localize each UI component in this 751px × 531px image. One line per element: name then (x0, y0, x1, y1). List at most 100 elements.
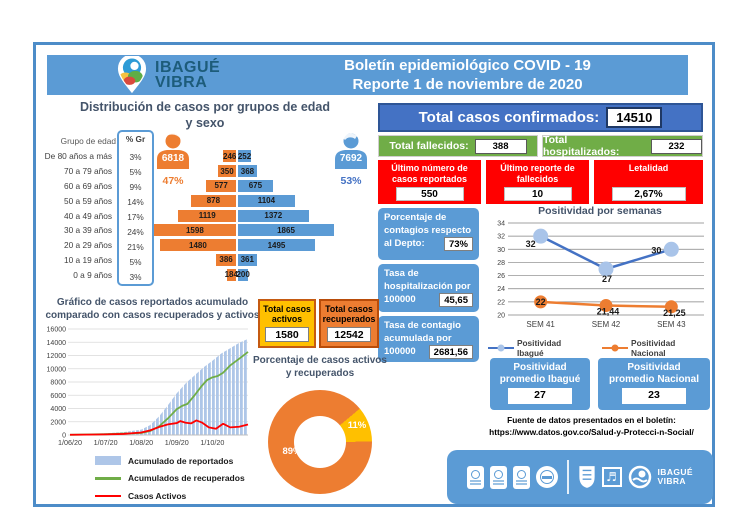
svg-text:14000: 14000 (47, 340, 67, 347)
female-bar: 184 (224, 268, 238, 281)
hospitalization-rate-value: 45,65 (439, 293, 473, 307)
male-total-block: 7692 53% (328, 133, 374, 187)
age-group-percent: 3% (129, 271, 142, 282)
pyramid-row: 40 a 49 años 1119 1372 (38, 208, 350, 223)
legend-swatch (95, 494, 121, 497)
avg-positivity-nacional-value: 23 (622, 388, 686, 404)
last-deaths-report-line1: Último reporte de (500, 163, 575, 173)
female-bar: 577 (206, 179, 236, 192)
data-source: Fuente de datos presentados en el boletí… (468, 415, 715, 438)
bulletin-title-line1: Boletín epidemiológico COVID - 19 (344, 57, 591, 74)
svg-text:0: 0 (62, 433, 66, 440)
age-group-percent: 5% (129, 166, 142, 177)
legend-label: Acumulado de reportados (128, 455, 234, 466)
pyramid-row: 0 a 9 años 184 200 (38, 267, 350, 282)
svg-text:SEM 43: SEM 43 (657, 320, 686, 329)
svg-text:1/07/20: 1/07/20 (94, 438, 118, 447)
svg-text:8000: 8000 (50, 380, 66, 387)
contagion-rate-box: Tasa de contagio acumulada por 100000 26… (378, 316, 479, 362)
female-bar: 350 (217, 165, 236, 178)
age-column-header: Grupo de edad (60, 136, 116, 146)
data-point-marker (663, 241, 679, 257)
alcaldia-crest-icon (578, 466, 595, 488)
age-group-label: 10 a 19 años (64, 254, 112, 265)
svg-text:32: 32 (497, 234, 505, 241)
age-group-label: 0 a 9 años (73, 269, 112, 280)
female-total-block: 6818 47% (150, 132, 196, 187)
male-bar: 368 (238, 165, 257, 178)
ibague-pin-icon (117, 56, 147, 94)
female-bar: 1598 (153, 224, 236, 237)
age-group-label: 30 a 39 años (64, 225, 112, 236)
data-point-label: 30 (651, 245, 661, 255)
bulletin-title-line2: Reporte 1 de noviembre de 2020 (352, 76, 583, 93)
avg-positivity-ibague-line1: Positividad (513, 362, 567, 373)
data-source-label: Fuente de datos presentados en el boletí… (507, 415, 676, 425)
legend-item: Positividad Nacional (602, 338, 712, 358)
footer-logo-line1: IBAGUÉ (657, 467, 693, 477)
last-reported-cases-box: Último número de casos reportados 550 (378, 160, 481, 204)
pyramid-row: De 80 años a más 246 252 (38, 149, 350, 164)
male-bar: 1104 (238, 194, 295, 207)
male-bar: 1372 (238, 209, 309, 222)
legend-label: Positividad Nacional (631, 338, 676, 358)
total-hospitalized-label: Total hospitalizados: (543, 134, 620, 158)
svg-text:10000: 10000 (47, 366, 67, 373)
total-recovered-line2: recuperados (322, 314, 376, 324)
svg-text:1/10/20: 1/10/20 (200, 438, 224, 447)
dept-percentage-box: Porcentaje de contagios respecto al Dept… (378, 208, 479, 260)
lethality-box: Letalidad 2,67% (594, 160, 703, 204)
svg-text:28: 28 (497, 260, 505, 267)
dept-percentage-value: 73% (443, 237, 473, 251)
lethality-label: Letalidad (628, 163, 669, 173)
logo-divider (567, 460, 569, 494)
accumulated-chart: Gráfico de casos reportados acumulado co… (40, 296, 265, 501)
female-bar: 878 (190, 194, 236, 207)
last-deaths-report-box: Último reporte de fallecidos 10 (486, 160, 589, 204)
contagion-rate-value: 2681,56 (428, 345, 473, 359)
total-active-value: 1580 (265, 327, 309, 342)
data-point-marker (599, 299, 613, 313)
avg-positivity-nacional-line1: Positividad (627, 362, 681, 373)
total-confirmed-label: Total casos confirmados: (418, 109, 600, 126)
last-reported-cases-value: 550 (395, 187, 464, 201)
svg-text:1/06/20: 1/06/20 (58, 438, 82, 447)
male-total: 7692 (339, 153, 363, 164)
age-group-percent: 14% (127, 196, 144, 207)
footer-pin-icon (628, 465, 651, 489)
legend-swatch (95, 477, 121, 480)
footer-logo-wordmark: IBAGUÉ VIBRA (658, 468, 693, 486)
age-group-label: 50 a 59 años (64, 195, 112, 206)
data-point-label: 21,44 (597, 307, 620, 317)
svg-text:12000: 12000 (47, 353, 67, 360)
active-line (69, 419, 249, 436)
donut-title-line1: Porcentaje de casos activos (253, 355, 387, 366)
total-deaths-value: 388 (474, 138, 527, 154)
positivity-plot: 34 32 30 28 26 24 22 20 SEM 41 SEM 42 SEM 43 32 27 30… (497, 221, 704, 329)
legend-swatch (95, 456, 121, 466)
age-group-label: 70 a 79 años (64, 166, 112, 177)
data-source-url[interactable]: https://www.datos.gov.co/Salud-y-Protecc… (489, 426, 694, 437)
age-group-percent: 17% (127, 211, 144, 222)
contagion-rate-line1: Tasa de contagio (384, 320, 461, 331)
ibague-vibra-logo: IBAGUÉ VIBRA (113, 56, 220, 94)
svg-text:SEM 41: SEM 41 (526, 320, 555, 329)
age-group-percent: 24% (127, 226, 144, 237)
svg-text:30: 30 (497, 247, 505, 254)
pyramid-row: 60 a 69 años 577 675 (38, 179, 350, 194)
svg-text:24: 24 (497, 286, 505, 293)
pyramid-row: 10 a 19 años 386 361 (38, 253, 350, 268)
data-point-label: 22 (536, 297, 546, 307)
total-recovered-value: 12542 (326, 327, 372, 342)
logo-line2: VIBRA (155, 74, 208, 91)
age-group-percent: 5% (129, 256, 142, 267)
last-reported-cases-line1: Último número de (391, 163, 468, 173)
dept-percentage-line3: al Depto: (384, 237, 425, 249)
accumulated-plot: 0 2000 4000 6000 8000 10000 12000 14000 16000 1/0… (47, 327, 249, 447)
male-bar: 252 (237, 150, 252, 163)
female-percent: 47% (162, 175, 184, 187)
total-deaths-banner: Total fallecidos: 388 (378, 135, 538, 157)
pyramid-title-line2: y sexo (185, 116, 225, 130)
donut-chart (268, 390, 372, 494)
legend-label: Casos Activos (128, 490, 187, 501)
